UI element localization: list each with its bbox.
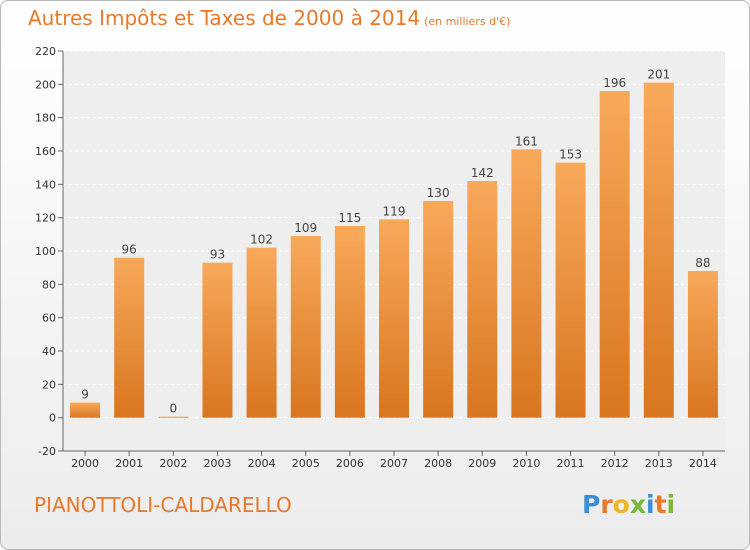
bar xyxy=(114,257,145,418)
bar-value-label: 196 xyxy=(603,76,626,90)
y-tick-label: 60 xyxy=(42,312,56,325)
y-tick-label: 140 xyxy=(35,178,56,191)
title-text: Autres Impôts et Taxes de 2000 à 2014 xyxy=(28,6,421,30)
bar-value-label: 96 xyxy=(122,243,137,257)
x-tick-label: 2000 xyxy=(71,457,99,470)
logo-letter: i xyxy=(646,490,655,519)
bar-value-label: 161 xyxy=(515,134,538,148)
logo-letter: x xyxy=(629,490,646,519)
logo-letter: P xyxy=(582,490,601,519)
y-tick-label: 80 xyxy=(42,278,56,291)
commune-name: PIANOTTOLI-CALDARELLO xyxy=(34,493,292,517)
bar xyxy=(511,149,542,418)
y-tick-label: 160 xyxy=(35,145,56,158)
bar-value-label: 153 xyxy=(559,148,582,162)
bar xyxy=(158,416,189,418)
bar-value-label: 109 xyxy=(294,221,317,235)
bar-value-label: 142 xyxy=(471,166,494,180)
bar-value-label: 130 xyxy=(427,186,450,200)
x-tick-label: 2014 xyxy=(689,457,717,470)
proxiti-logo: Proxiti xyxy=(582,490,675,519)
bar xyxy=(599,91,630,418)
y-tick-label: 180 xyxy=(35,112,56,125)
bar xyxy=(467,181,498,418)
bar-value-label: 0 xyxy=(170,402,178,416)
x-tick-label: 2011 xyxy=(557,457,585,470)
bar xyxy=(202,262,233,418)
y-tick-label: 220 xyxy=(35,45,56,58)
x-tick-label: 2004 xyxy=(248,457,276,470)
bar xyxy=(70,402,101,418)
x-tick-label: 2009 xyxy=(468,457,496,470)
logo-letter: i xyxy=(666,490,676,519)
logo-letter: o xyxy=(612,490,630,519)
y-tick-label: 200 xyxy=(35,78,56,91)
bar xyxy=(246,247,277,418)
bar-value-label: 115 xyxy=(338,211,361,225)
bar xyxy=(423,201,454,418)
bar-value-label: 88 xyxy=(695,256,710,270)
x-tick-label: 2008 xyxy=(424,457,452,470)
bar xyxy=(643,82,674,418)
y-tick-label: -20 xyxy=(38,445,56,458)
y-tick-label: 40 xyxy=(42,345,56,358)
x-tick-label: 2003 xyxy=(203,457,231,470)
x-tick-label: 2002 xyxy=(159,457,187,470)
y-tick-label: 0 xyxy=(49,412,56,425)
y-tick-label: 120 xyxy=(35,212,56,225)
y-tick-label: 100 xyxy=(35,245,56,258)
bar xyxy=(687,271,718,418)
x-tick-label: 2010 xyxy=(512,457,540,470)
bar xyxy=(290,236,321,418)
x-tick-label: 2005 xyxy=(292,457,320,470)
bar xyxy=(379,219,409,418)
y-tick-label: 20 xyxy=(42,378,56,391)
bar-value-label: 201 xyxy=(647,68,670,82)
bar xyxy=(555,162,586,418)
x-tick-label: 2001 xyxy=(115,457,143,470)
bar-value-label: 102 xyxy=(250,233,273,247)
x-tick-label: 2007 xyxy=(380,457,408,470)
bar xyxy=(334,226,365,418)
x-tick-label: 2012 xyxy=(601,457,629,470)
logo-letter: t xyxy=(654,490,667,519)
chart-title: Autres Impôts et Taxes de 2000 à 2014 (en… xyxy=(28,6,510,30)
bar-value-label: 93 xyxy=(210,248,225,262)
bar-value-label: 9 xyxy=(81,388,89,402)
bar-value-label: 119 xyxy=(383,204,406,218)
chart-subtitle: (en milliers d'€) xyxy=(424,15,511,28)
logo-letter: r xyxy=(600,490,613,519)
x-tick-label: 2013 xyxy=(645,457,673,470)
x-tick-label: 2006 xyxy=(336,457,364,470)
